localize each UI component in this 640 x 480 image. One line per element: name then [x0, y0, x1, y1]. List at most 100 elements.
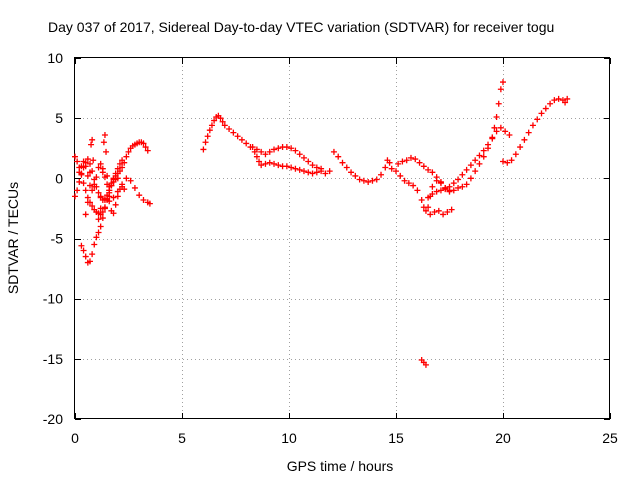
data-point	[412, 156, 419, 163]
data-point	[393, 168, 399, 175]
data-point	[491, 124, 498, 131]
x-tick-label: 15	[388, 430, 404, 446]
axis-ticks: 0 5 10 15 20 25 -20 -15 -10 -5 0 5 10	[43, 50, 618, 446]
data-point	[230, 129, 237, 136]
data-point	[472, 168, 479, 175]
data-point	[352, 172, 359, 179]
data-point	[110, 194, 117, 201]
data-point	[459, 171, 466, 178]
data-point	[219, 118, 226, 125]
data-point	[86, 169, 93, 176]
series-noon	[330, 148, 453, 214]
data-point	[416, 159, 423, 166]
data-point	[382, 164, 389, 171]
data-point	[489, 134, 496, 141]
data-point	[378, 171, 385, 178]
data-point	[440, 211, 447, 218]
data-point	[253, 146, 260, 153]
data-point	[504, 159, 511, 166]
y-tick-label: -20	[43, 411, 63, 427]
data-point	[450, 180, 457, 187]
data-point	[525, 129, 532, 136]
data-point	[211, 117, 218, 124]
data-point	[131, 184, 138, 191]
data-point	[455, 176, 462, 183]
x-tick-label: 0	[71, 430, 79, 446]
data-point	[288, 145, 295, 152]
data-point	[89, 251, 96, 258]
data-point	[146, 200, 153, 207]
data-point	[348, 169, 355, 176]
data-point	[123, 153, 130, 160]
data-point	[101, 174, 108, 181]
data-point	[517, 144, 524, 151]
y-axis-label: SDTVAR / TECUs	[5, 182, 21, 294]
data-point	[562, 99, 569, 106]
data-point	[221, 122, 228, 129]
data-point	[275, 145, 282, 152]
x-tick-label: 5	[178, 430, 186, 446]
series-afternoon-a	[395, 79, 506, 194]
data-point	[322, 170, 329, 177]
data-point	[91, 241, 98, 248]
data-point	[97, 193, 104, 200]
data-point	[101, 132, 108, 139]
data-point	[99, 215, 106, 222]
data-point	[95, 189, 102, 196]
data-point	[386, 159, 393, 166]
data-point	[116, 160, 123, 167]
data-point	[429, 190, 436, 197]
data-point	[360, 177, 367, 184]
data-point	[365, 178, 372, 185]
data-point	[305, 169, 312, 176]
data-point	[480, 153, 487, 160]
data-point	[114, 188, 121, 195]
data-point	[142, 144, 149, 151]
data-point	[425, 204, 432, 211]
data-point	[84, 172, 91, 179]
data-point	[425, 166, 432, 173]
data-point	[497, 124, 504, 131]
data-point	[296, 151, 303, 158]
data-point	[472, 157, 479, 164]
data-point	[502, 128, 509, 135]
data-point	[95, 229, 102, 236]
data-point	[399, 158, 406, 165]
data-point	[78, 242, 85, 249]
data-point	[414, 187, 421, 194]
data-point	[86, 160, 93, 167]
data-point	[500, 158, 506, 165]
data-point	[97, 223, 104, 230]
data-point	[442, 186, 449, 193]
data-point	[433, 174, 440, 181]
data-point	[455, 184, 462, 191]
x-tick-label: 20	[495, 430, 511, 446]
data-point	[429, 169, 436, 176]
data-point	[397, 172, 404, 179]
data-point	[318, 165, 325, 172]
data-point	[82, 211, 89, 218]
data-point	[427, 211, 434, 218]
data-point	[433, 188, 440, 195]
data-point	[91, 183, 98, 190]
data-point	[508, 157, 515, 164]
data-point	[446, 183, 453, 190]
data-point	[82, 163, 89, 170]
data-point	[313, 164, 320, 171]
data-point	[542, 105, 549, 112]
data-point	[485, 141, 492, 148]
data-point	[256, 158, 263, 165]
data-point	[506, 132, 513, 139]
data-point	[555, 95, 562, 102]
data-point	[459, 183, 466, 190]
data-point	[258, 148, 265, 155]
series-early-c	[78, 139, 151, 266]
data-point	[140, 196, 147, 203]
data-point	[521, 136, 528, 143]
data-point	[395, 160, 402, 167]
data-point	[206, 127, 213, 134]
data-point	[82, 253, 89, 260]
data-point	[444, 209, 451, 216]
x-tick-label: 25	[602, 430, 618, 446]
y-tick-label: -5	[51, 231, 64, 247]
